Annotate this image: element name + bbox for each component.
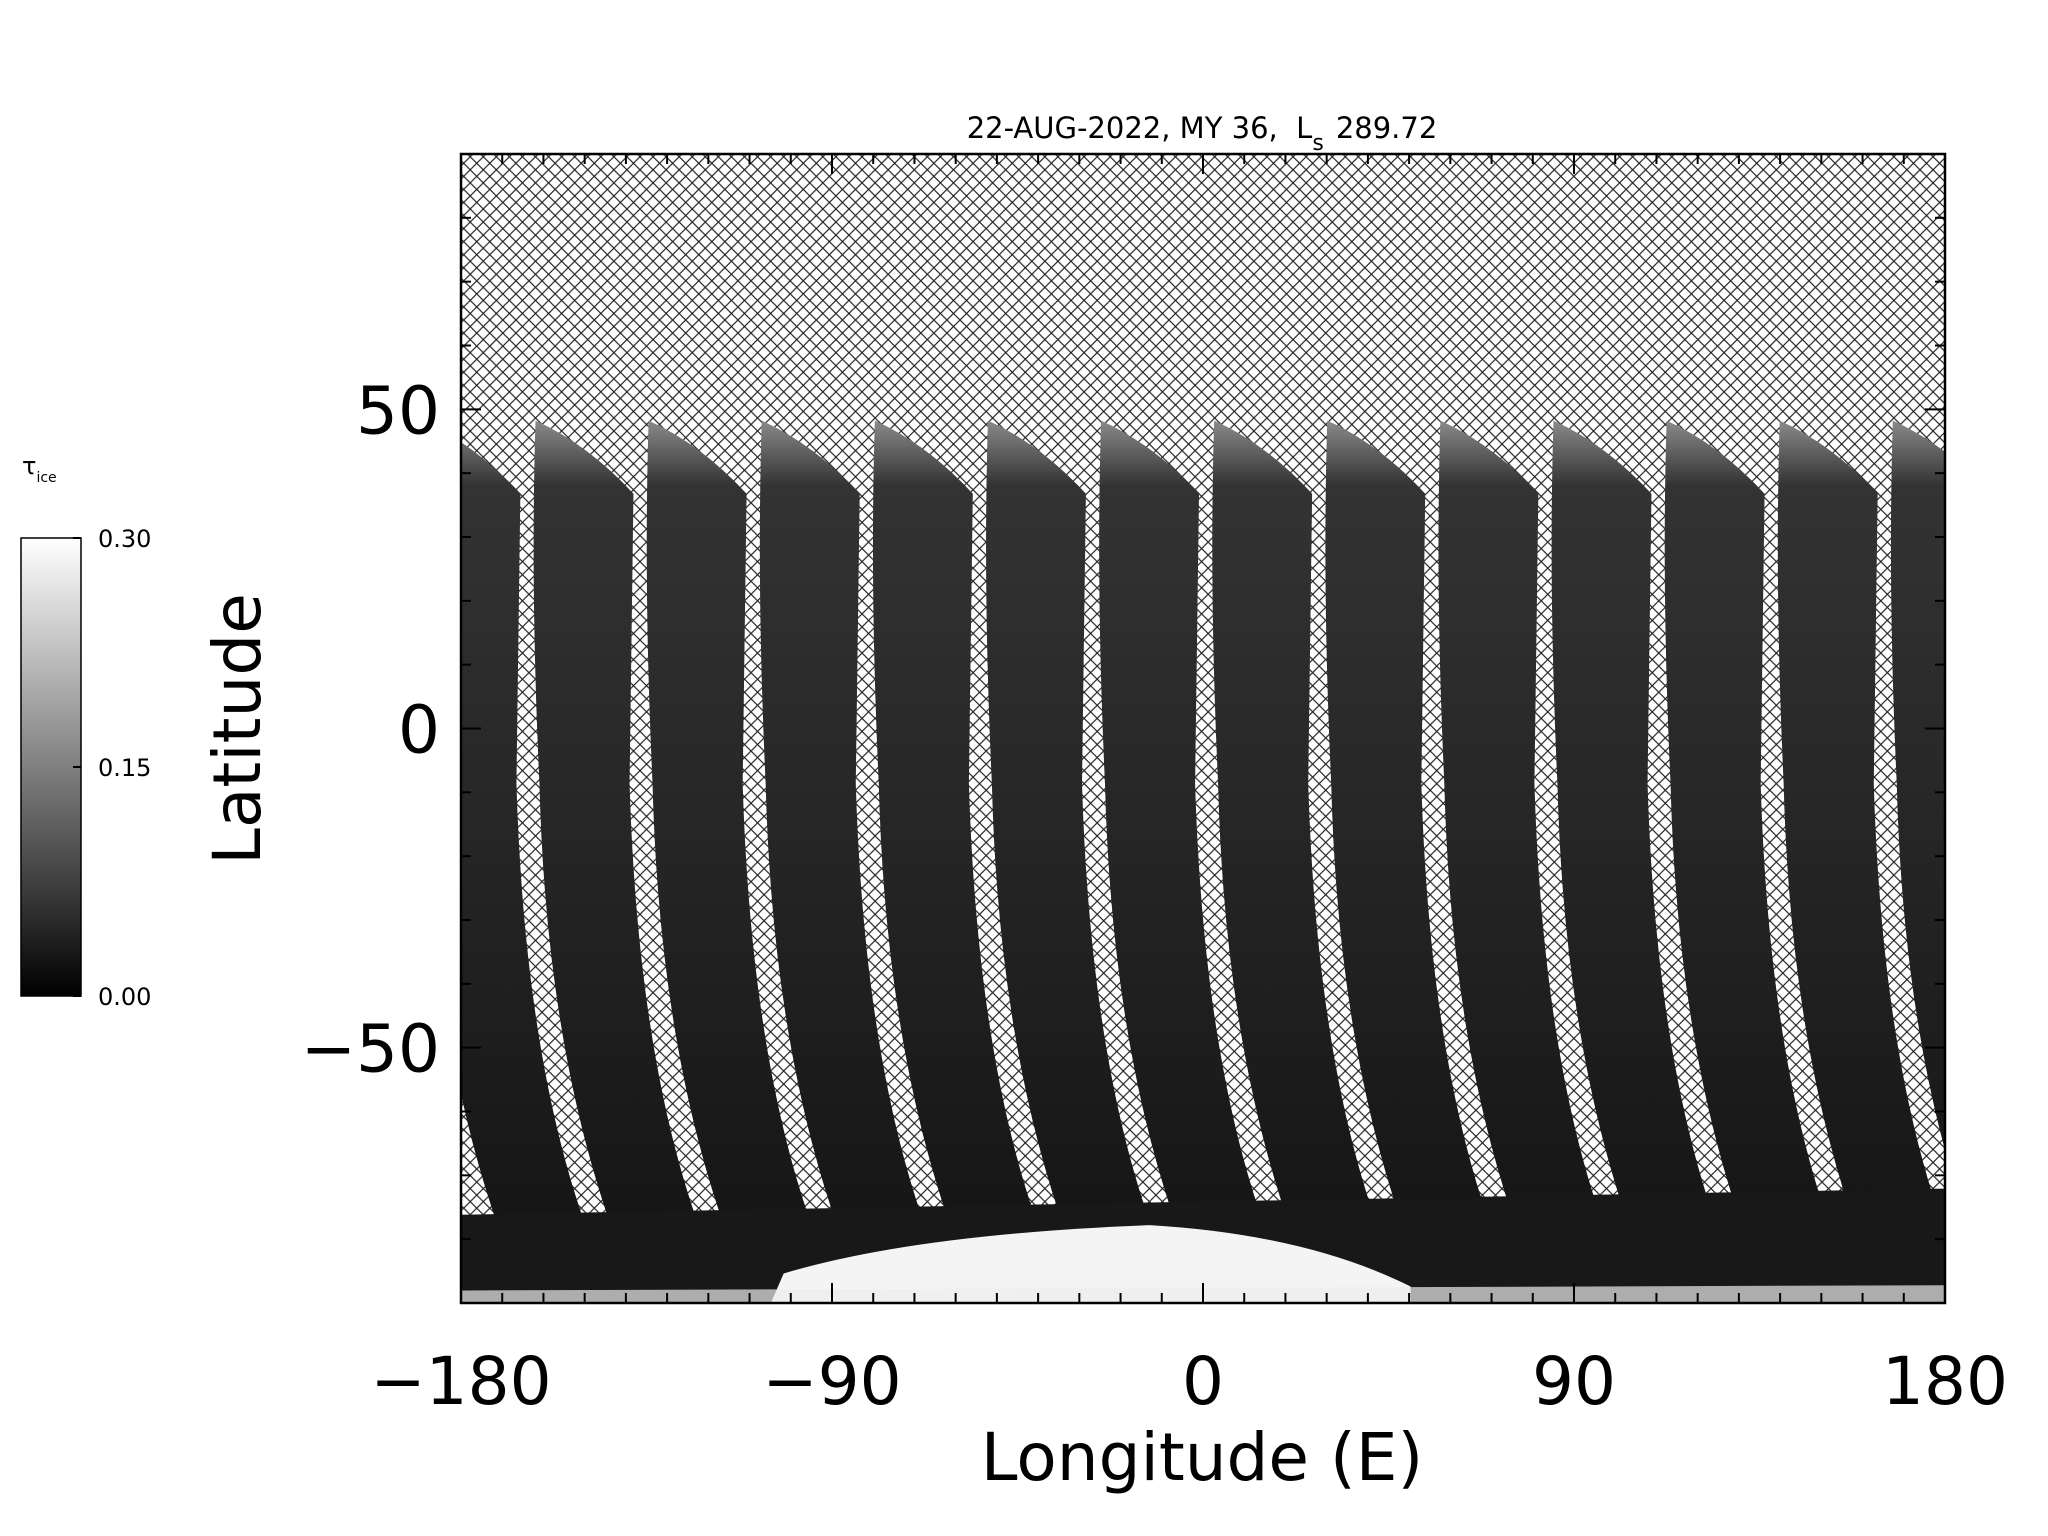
map-image — [461, 154, 1945, 1304]
swath — [872, 420, 1035, 1235]
swath — [1664, 420, 1826, 1235]
colorbar-symbol: τ — [22, 452, 36, 480]
title-text: 22-AUG-2022, MY 36, L — [967, 111, 1313, 145]
colorbar-label: τice — [22, 452, 57, 486]
colorbar-tick-label: 0.15 — [98, 754, 151, 782]
chart-title: 22-AUG-2022, MY 36, Ls 289.72 — [967, 111, 1438, 156]
y-tick-label: 0 — [398, 692, 440, 769]
colorbar — [20, 537, 82, 997]
y-axis-label: Latitude — [199, 593, 276, 865]
x-axis-label: Longitude (E) — [981, 1419, 1423, 1496]
swath — [646, 420, 808, 1235]
swath — [759, 420, 922, 1235]
swath — [1777, 420, 1940, 1235]
colorbar-tick-label: 0.30 — [98, 525, 151, 553]
title-subscript: s — [1312, 131, 1323, 156]
swath — [1325, 420, 1487, 1235]
colorbar-tick-label: 0.00 — [98, 983, 151, 1011]
swath — [986, 420, 1148, 1235]
swaths — [461, 420, 1945, 1235]
polar-cap — [770, 1225, 1411, 1304]
x-tick-label: 0 — [1182, 1343, 1224, 1420]
swath — [1551, 420, 1713, 1235]
swath — [1212, 420, 1374, 1235]
title-value: 289.72 — [1336, 111, 1437, 145]
swath — [1438, 420, 1600, 1235]
x-tick-label: −90 — [762, 1343, 901, 1420]
y-tick-label: 50 — [356, 372, 440, 449]
swath — [461, 442, 582, 1235]
swath — [1890, 420, 1945, 1150]
x-tick-label: −180 — [370, 1343, 551, 1420]
colorbar-subscript: ice — [36, 470, 56, 486]
swath — [533, 420, 695, 1235]
x-tick-label: 180 — [1882, 1343, 2008, 1420]
y-tick-label: −50 — [301, 1011, 440, 1088]
swath — [1099, 420, 1261, 1235]
x-tick-label: 90 — [1532, 1343, 1616, 1420]
